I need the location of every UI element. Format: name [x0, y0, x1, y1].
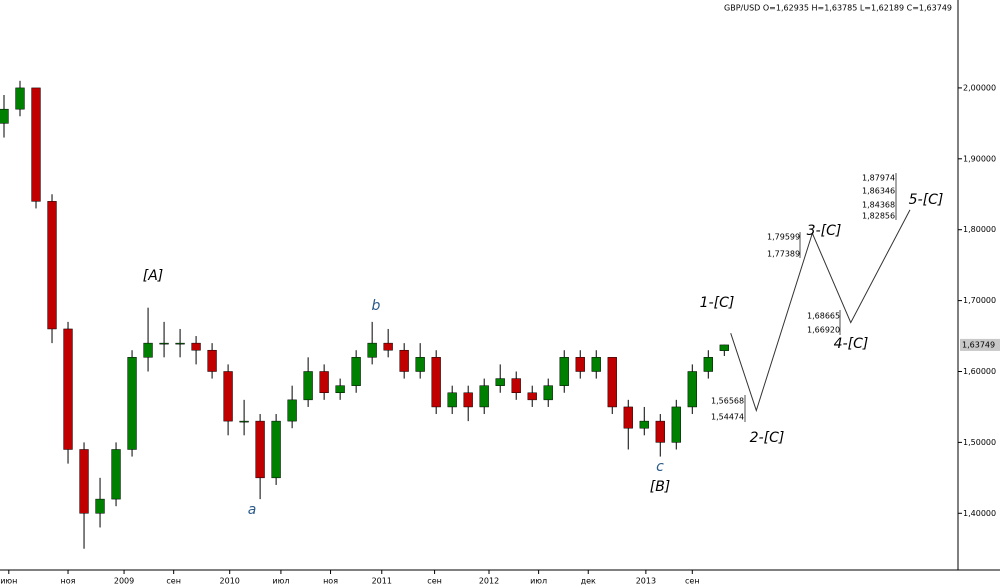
candle-body: [607, 357, 617, 408]
candle-body: [527, 392, 537, 401]
wave-label: 2-[C]: [750, 430, 785, 446]
candle-body: [399, 349, 409, 372]
wave-label: [B]: [650, 479, 671, 495]
wave-label: b: [372, 298, 381, 314]
candle-body: [223, 371, 233, 422]
level-label: 1,86346: [862, 187, 895, 196]
wave-label: c: [656, 459, 664, 475]
level-label: 1,68665: [807, 312, 840, 321]
y-tick-label: 1,40000: [963, 509, 996, 518]
candle-body: [127, 357, 137, 450]
x-tick-label: июл: [530, 577, 547, 586]
last-price-box: [960, 338, 1000, 351]
last-price-label: 1,63749: [962, 340, 995, 349]
candle-body: [479, 385, 489, 408]
level-label: 1,77389: [767, 250, 800, 259]
y-tick-label: 1,90000: [963, 154, 996, 163]
candle-body: [591, 357, 601, 372]
candle-body: [15, 87, 25, 110]
x-tick-label: дек: [581, 577, 596, 586]
level-label: 1,79599: [767, 233, 800, 242]
candle-body: [239, 420, 249, 423]
candle-body: [495, 378, 505, 386]
candle-body: [95, 498, 105, 514]
x-tick-label: июн: [0, 577, 17, 586]
candle-body: [0, 108, 9, 124]
wave-label: 4-[C]: [834, 336, 869, 352]
candle-body: [719, 344, 729, 351]
candle-body: [575, 357, 585, 372]
level-label: 1,66920: [807, 326, 840, 335]
y-tick-label: 2,00000: [963, 83, 996, 92]
candle-body: [367, 342, 377, 358]
candle-body: [655, 420, 665, 443]
x-tick-label: сен: [685, 577, 700, 586]
candle-body: [463, 392, 473, 408]
candle-body: [543, 385, 553, 401]
candle-body: [255, 420, 265, 479]
candle-body: [431, 357, 441, 408]
candle-body: [47, 201, 57, 330]
x-tick-label: 2010: [220, 577, 240, 586]
x-tick-label: ноя: [323, 577, 338, 586]
candle-body: [351, 357, 361, 386]
x-tick-label: июл: [272, 577, 289, 586]
y-tick-label: 1,70000: [963, 296, 996, 305]
candle-body: [319, 371, 329, 394]
projection-line: [730, 209, 911, 413]
candle-body: [639, 420, 649, 429]
candle-body: [303, 371, 313, 401]
candle-body: [623, 406, 633, 429]
candle-body: [447, 392, 457, 408]
level-label: 1,82856: [862, 212, 895, 221]
candle-body: [63, 328, 73, 450]
candle-body: [559, 357, 569, 386]
candle-body: [671, 406, 681, 443]
wave-label: 3-[C]: [807, 223, 842, 239]
candle-body: [271, 420, 281, 479]
x-tick-label: сен: [166, 577, 181, 586]
candle-body: [207, 349, 217, 372]
x-tick-label: 2009: [114, 577, 134, 586]
candle-body: [335, 385, 345, 394]
wave-label: [A]: [143, 268, 164, 284]
candle-body: [191, 342, 201, 351]
candle-body: [111, 449, 121, 500]
candle-body: [511, 378, 521, 394]
wave-label: a: [248, 502, 257, 518]
level-label: 1,87974: [862, 174, 895, 183]
x-tick-label: 2013: [636, 577, 656, 586]
y-tick-label: 1,50000: [963, 438, 996, 447]
candle-body: [415, 357, 425, 372]
x-tick-label: 2012: [479, 577, 499, 586]
candle-body: [31, 87, 41, 202]
candle-body: [383, 342, 393, 351]
candle-body: [175, 342, 185, 345]
candle-body: [287, 399, 297, 422]
level-label: 1,56568: [711, 397, 744, 406]
y-tick-label: 1,80000: [963, 225, 996, 234]
wave-label: 1-[C]: [700, 295, 735, 311]
x-tick-label: ноя: [61, 577, 76, 586]
candle-body: [687, 371, 697, 408]
candle-body: [703, 357, 713, 372]
candle-body: [79, 449, 89, 514]
x-tick-label: 2011: [372, 577, 392, 586]
wave-label: 5-[C]: [909, 192, 944, 208]
level-label: 1,84368: [862, 201, 895, 210]
x-tick-label: сен: [427, 577, 442, 586]
candle-body: [143, 342, 153, 358]
y-tick-label: 1,60000: [963, 367, 996, 376]
header: GBP/USD O=1,62935 H=1,63785 L=1,62189 C=…: [724, 4, 952, 13]
level-label: 1,54474: [711, 413, 744, 422]
candle-body: [159, 342, 169, 345]
